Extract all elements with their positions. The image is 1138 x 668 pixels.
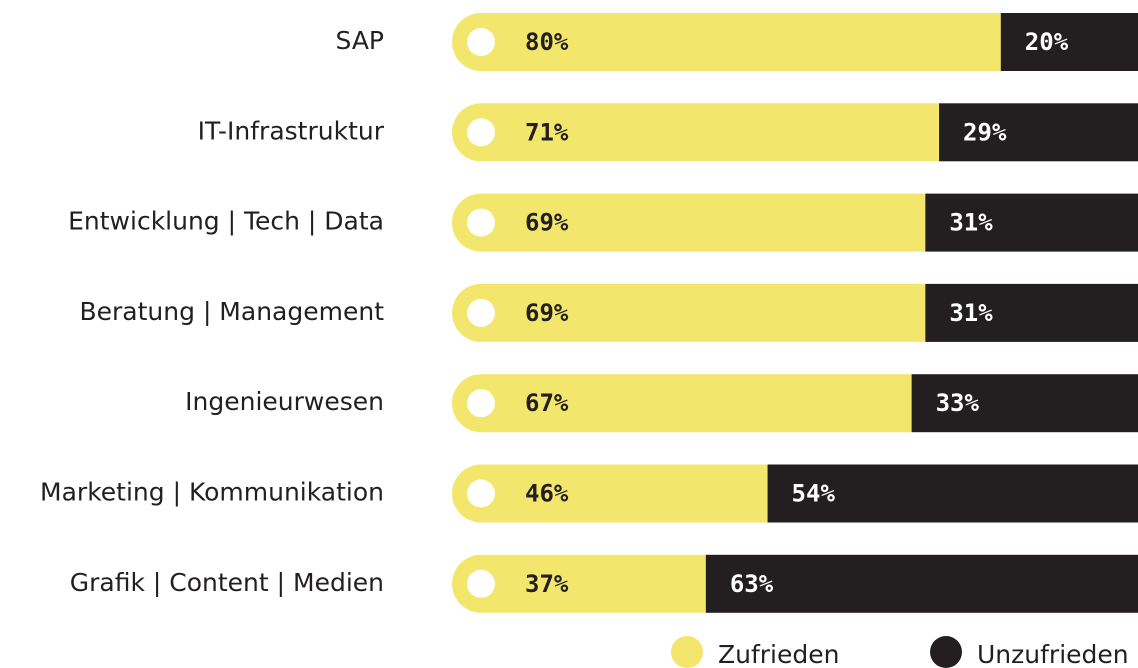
bar-segment	[452, 374, 912, 433]
value-label: 20%	[1025, 28, 1069, 56]
bar-segment	[705, 554, 1138, 613]
category-label: SAP	[335, 26, 384, 55]
value-label: 80%	[525, 28, 569, 56]
bar-segment	[452, 193, 926, 252]
bar-segment	[452, 13, 1001, 71]
bar-dot	[467, 118, 495, 147]
value-label: 71%	[525, 118, 569, 146]
value-label: 63%	[730, 570, 774, 598]
value-label: 33%	[936, 389, 980, 417]
value-label: 69%	[525, 299, 569, 327]
bar-segment	[452, 103, 940, 162]
value-label: 37%	[525, 570, 569, 598]
category-label: Entwicklung | Tech | Data	[68, 207, 384, 236]
bar-segment	[452, 464, 768, 523]
bar-dot	[467, 298, 495, 327]
bar-dot	[467, 389, 495, 418]
category-label: Marketing | Kommunikation	[40, 478, 384, 507]
legend-label: Zufrieden	[718, 640, 839, 668]
value-label: 54%	[792, 480, 836, 508]
legend-swatch	[671, 636, 703, 668]
value-label: 31%	[949, 209, 993, 237]
value-label: 29%	[963, 118, 1007, 146]
legend-label: Unzufrieden	[977, 640, 1129, 668]
bar-segment	[911, 374, 1138, 433]
value-label: 46%	[525, 480, 569, 508]
category-label: Grafik | Content | Medien	[70, 568, 384, 597]
bar-dot	[467, 479, 495, 508]
bar-dot	[467, 208, 495, 237]
value-label: 69%	[525, 209, 569, 237]
legend-swatch	[930, 636, 962, 668]
bar-segment	[925, 193, 1138, 252]
bar-dot	[467, 569, 495, 598]
category-label: Ingenieurwesen	[185, 387, 384, 416]
bar-segment	[925, 283, 1138, 342]
bar-segment	[767, 464, 1138, 523]
bar-dot	[467, 28, 495, 56]
bar-segment	[452, 554, 706, 613]
value-label: 67%	[525, 389, 569, 417]
value-label: 31%	[949, 299, 993, 327]
category-label: Beratung | Management	[80, 297, 385, 326]
bar-segment	[939, 103, 1138, 162]
category-label: IT-Infrastruktur	[198, 116, 385, 145]
bar-segment	[452, 283, 926, 342]
bar-segment	[1000, 13, 1138, 71]
